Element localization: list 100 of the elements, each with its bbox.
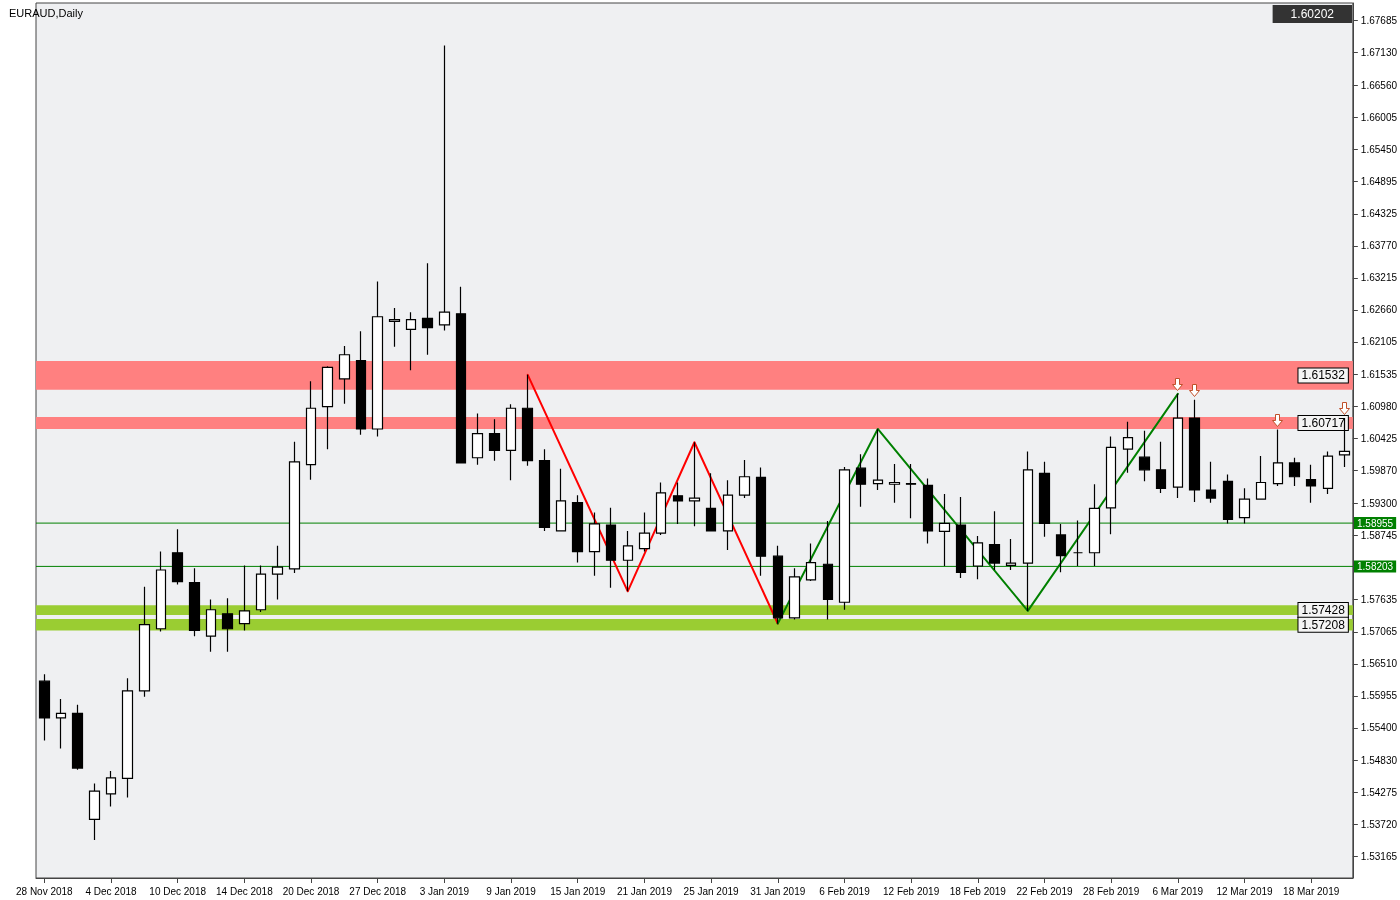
x-tick-label: 28 Nov 2018 (15, 885, 74, 897)
x-tick-label: 9 Jan 2019 (486, 885, 537, 897)
candlestick (555, 468, 567, 532)
x-tick-label: 6 Feb 2019 (819, 885, 871, 897)
x-tick-label: 12 Mar 2019 (1216, 885, 1274, 897)
candlestick (788, 567, 801, 621)
candlestick (855, 453, 867, 508)
candlestick (221, 597, 234, 653)
candlestick (672, 481, 684, 525)
candlestick (938, 493, 951, 567)
candlestick (588, 511, 601, 577)
candlestick (638, 511, 651, 553)
y-tick-label: 1.60425 (1360, 432, 1398, 444)
candlestick (1088, 483, 1101, 567)
candlestick (688, 441, 701, 527)
candlestick (1055, 523, 1067, 573)
y-tick-label: 1.66560 (1360, 79, 1398, 91)
candlestick (488, 418, 501, 462)
candlestick (105, 770, 117, 808)
candlestick (388, 307, 401, 348)
candlestick (988, 510, 1001, 571)
y-tick-label: 1.64895 (1360, 175, 1398, 187)
candlestick (405, 311, 417, 371)
chart-title: EURAUD,Daily (9, 6, 84, 19)
y-tick-label: 1.53165 (1360, 850, 1398, 862)
y-tick-label: 1.63215 (1360, 272, 1398, 284)
candlestick (88, 782, 101, 841)
candlestick (505, 403, 517, 481)
candlestick (822, 520, 834, 621)
candlestick (288, 441, 301, 574)
y-tick-label: 1.57065 (1360, 626, 1398, 638)
x-tick-label: 12 Feb 2019 (883, 885, 940, 897)
y-tick-label: 1.58745 (1360, 529, 1398, 541)
candlestick (872, 428, 884, 491)
candlestick (138, 586, 151, 698)
candlestick (471, 412, 484, 466)
x-tick-label: 10 Dec 2018 (149, 885, 207, 897)
band-label: 1.61532 (1301, 368, 1346, 383)
candlestick (71, 704, 84, 771)
candlestick (1038, 461, 1051, 538)
candlestick (1122, 421, 1134, 474)
candlestick (888, 463, 901, 504)
candlestick (571, 494, 584, 564)
candlestick (521, 374, 534, 467)
line-series (526, 373, 779, 625)
candlestick (1238, 487, 1251, 524)
x-tick-label: 25 Jan 2019 (683, 885, 740, 897)
candlestick (305, 380, 317, 481)
candlestick (655, 481, 667, 536)
candlestick (205, 598, 217, 653)
y-tick-label: 1.57635 (1360, 593, 1398, 605)
annotation: 1.60202 (1290, 7, 1335, 21)
candlestick (338, 345, 351, 405)
candlestick (455, 286, 467, 464)
y-tick-label: 1.56510 (1360, 658, 1398, 670)
y-tick-label: 1.60980 (1360, 401, 1398, 413)
y-tick-label: 1.66005 (1360, 111, 1398, 123)
y-tick-label: 1.59870 (1360, 464, 1398, 476)
candlestick (1005, 538, 1017, 571)
y-tick-label: 1.62105 (1360, 336, 1398, 348)
band-label: 1.60717 (1301, 415, 1346, 430)
candlestick (705, 472, 717, 533)
candlestick (1272, 428, 1284, 487)
candlestick (1138, 430, 1151, 482)
ref-line-label: 1.58203 (1357, 560, 1394, 572)
candlestick (55, 698, 67, 750)
y-tick-label: 1.53720 (1360, 818, 1398, 830)
x-tick-label: 4 Dec 2018 (85, 885, 138, 897)
candlestick (355, 330, 367, 436)
candlestick (271, 545, 284, 600)
candlestick (1255, 455, 1267, 500)
candlestick (1222, 473, 1234, 524)
candlestick (238, 564, 251, 632)
candlestick (438, 45, 451, 332)
candlestick (421, 262, 434, 356)
y-tick-label: 1.63770 (1360, 240, 1398, 252)
candlestick (738, 459, 751, 499)
x-tick-label: 15 Jan 2019 (550, 885, 606, 897)
candlestick (1172, 393, 1184, 499)
x-tick-label: 21 Jan 2019 (616, 885, 673, 897)
candlestick (1305, 464, 1317, 504)
candlestick (1205, 461, 1217, 504)
candlestick (772, 545, 784, 625)
candlestick (755, 466, 767, 577)
candlestick (38, 673, 51, 742)
x-tick-label: 3 Jan 2019 (419, 885, 470, 897)
y-tick-label: 1.65450 (1360, 143, 1398, 155)
y-tick-label: 1.55400 (1360, 722, 1398, 734)
ref-line-label: 1.58955 (1357, 517, 1394, 529)
candlestick (255, 564, 267, 613)
y-tick-label: 1.67130 (1360, 47, 1398, 59)
candlestick (155, 551, 167, 633)
band-label: 1.57208 (1301, 617, 1346, 632)
x-tick-label: 18 Feb 2019 (949, 885, 1007, 897)
candlestick (171, 528, 184, 586)
y-tick-label: 1.61535 (1360, 369, 1398, 381)
band-label: 1.57428 (1301, 603, 1346, 618)
x-tick-label: 14 Dec 2018 (216, 885, 274, 897)
candlestick (1022, 450, 1034, 612)
x-tick-label: 18 Mar 2019 (1283, 885, 1340, 897)
